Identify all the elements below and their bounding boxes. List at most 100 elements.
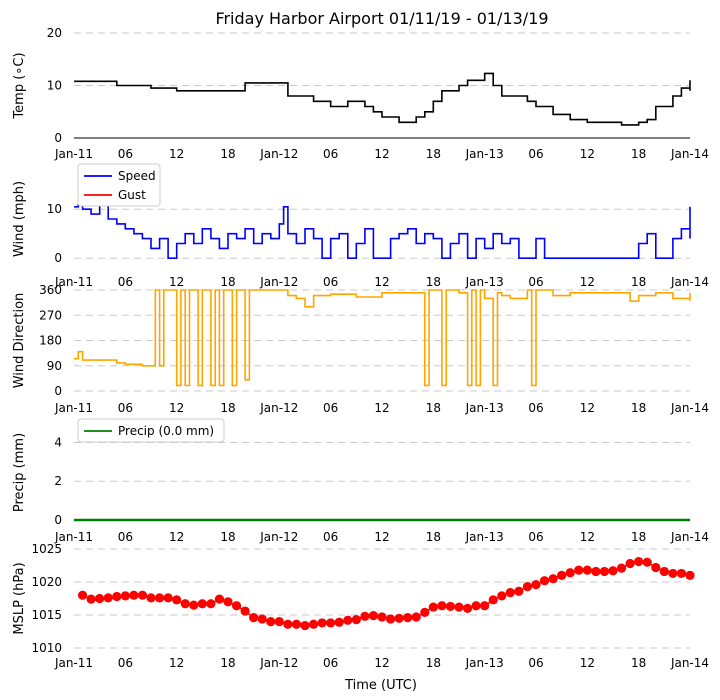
x-axis-label: Time (UTC) xyxy=(344,678,417,693)
mslp-data-point xyxy=(308,619,319,629)
mslp-data-point xyxy=(189,600,199,610)
mslp-data-point xyxy=(668,568,678,579)
mslp-xtick-label: 12 xyxy=(169,656,184,670)
mslp-data-point xyxy=(608,566,618,576)
wind-xtick-label: Jan-11 xyxy=(54,275,93,289)
mslp-data-point xyxy=(659,566,669,577)
panel-wind: 0 10 Jan-11 06 12 18 Jan-12 06 12 18 Jan-13 06 12 18 J… xyxy=(12,163,709,289)
mslp-data-point xyxy=(360,611,370,621)
wdir-y-axis-label: Wind Direction xyxy=(12,293,27,389)
mslp-data-point xyxy=(343,615,353,625)
wind-xtick-label: 06 xyxy=(528,275,543,289)
temp-xtick-label: Jan-13 xyxy=(465,147,504,161)
precip-xtick-label: 18 xyxy=(631,530,646,544)
wdir-xtick-label: Jan-13 xyxy=(465,401,504,415)
precip-legend-label: Precip (0.0 mm) xyxy=(118,424,214,438)
mslp-xtick-label: Jan-11 xyxy=(54,656,93,670)
panel-wdir: 0 90 180 270 360 Jan-11 06 12 18 Jan-12 06 12 18 Jan-… xyxy=(12,283,709,415)
mslp-data-point xyxy=(480,601,490,611)
mslp-xtick-label: 12 xyxy=(580,656,595,670)
mslp-data-point xyxy=(206,599,216,609)
mslp-data-point xyxy=(377,612,387,622)
temp-xtick-label: 12 xyxy=(580,147,595,161)
mslp-data-point xyxy=(103,593,113,603)
mslp-data-point xyxy=(582,565,592,575)
precip-xtick-label: Jan-11 xyxy=(54,530,93,544)
mslp-xtick-label: Jan-13 xyxy=(465,656,504,670)
mslp-xtick-label: Jan-12 xyxy=(259,656,298,670)
wind-legend-label: Speed xyxy=(118,169,156,183)
mslp-data-point xyxy=(317,618,327,628)
mslp-data-point xyxy=(137,590,148,600)
mslp-xtick-label: 18 xyxy=(631,656,646,670)
mslp-data-point xyxy=(146,593,156,603)
temp-xtick-label: 12 xyxy=(169,147,184,161)
mslp-data-point xyxy=(634,556,644,567)
wind-xtick-label: 06 xyxy=(323,275,338,289)
wind-series-speed-line xyxy=(74,191,691,259)
mslp-data-point xyxy=(642,557,652,567)
mslp-data-point xyxy=(454,602,464,612)
wdir-ytick-label: 90 xyxy=(47,359,62,373)
precip-xtick-label: Jan-12 xyxy=(259,530,298,544)
precip-xtick-label: Jan-13 xyxy=(465,530,504,544)
mslp-data-point xyxy=(249,613,259,623)
panels: 0 1020 Jan-11 06 12 18 Jan-12 06 12 18 Jan-13 06 12 1… xyxy=(12,26,709,670)
mslp-y-axis-label: MSLP (hPa) xyxy=(12,562,27,634)
wdir-xtick-label: 18 xyxy=(220,401,235,415)
mslp-data-point xyxy=(616,563,627,573)
mslp-ytick-label: 1020 xyxy=(31,575,62,589)
wdir-xtick-label: 12 xyxy=(169,401,184,415)
mslp-data-point xyxy=(197,599,207,609)
mslp-data-point xyxy=(334,617,344,627)
mslp-data-point xyxy=(685,570,695,581)
mslp-xtick-label: 12 xyxy=(374,656,389,670)
mslp-data-point xyxy=(291,619,302,629)
mslp-xtick-label: 18 xyxy=(220,656,235,670)
mslp-data-point xyxy=(266,617,276,627)
mslp-xtick-label: 18 xyxy=(426,656,441,670)
mslp-data-point xyxy=(574,565,584,575)
mslp-data-point xyxy=(625,558,635,569)
mslp-data-point xyxy=(420,607,430,617)
precip-ytick-label: 0 xyxy=(54,513,62,527)
wind-ytick-label: 10 xyxy=(47,202,62,216)
wind-xtick-label: 18 xyxy=(220,275,235,289)
mslp-data-point xyxy=(471,601,481,611)
mslp-data-point xyxy=(676,568,687,579)
wdir-xtick-label: 06 xyxy=(323,401,338,415)
precip-legend: Precip (0.0 mm) xyxy=(77,418,225,443)
mslp-data-point xyxy=(163,593,173,603)
wind-xtick-label: 06 xyxy=(118,275,133,289)
precip-xtick-label: 06 xyxy=(528,530,543,544)
precip-y-axis-label: Precip (mm) xyxy=(12,433,27,512)
mslp-data-point xyxy=(514,586,524,596)
mslp-data-point xyxy=(599,566,610,577)
temp-xtick-label: 06 xyxy=(528,147,543,161)
wdir-xtick-label: 12 xyxy=(580,401,595,415)
wind-xtick-label: Jan-14 xyxy=(670,275,709,289)
mslp-data-point xyxy=(445,601,456,612)
wdir-xtick-label: 06 xyxy=(118,401,133,415)
mslp-data-point xyxy=(86,594,96,604)
wind-xtick-label: 12 xyxy=(580,275,595,289)
mslp-data-point xyxy=(77,590,88,600)
mslp-data-point xyxy=(180,599,190,609)
wdir-xtick-label: 12 xyxy=(374,401,389,415)
mslp-data-point xyxy=(300,620,310,631)
mslp-data-point xyxy=(411,612,421,622)
wind-xtick-label: 18 xyxy=(631,275,646,289)
mslp-data-point xyxy=(274,617,284,627)
wdir-xtick-label: Jan-14 xyxy=(670,401,709,415)
precip-xtick-label: 12 xyxy=(580,530,595,544)
wind-xtick-label: Jan-13 xyxy=(465,275,504,289)
mslp-data-point xyxy=(531,580,541,590)
mslp-data-point xyxy=(223,597,233,607)
mslp-data-point xyxy=(326,618,336,628)
precip-legend-box xyxy=(77,418,225,443)
temp-xtick-label: Jan-12 xyxy=(259,147,298,161)
precip-xtick-label: 12 xyxy=(374,530,389,544)
mslp-data-point xyxy=(283,619,293,629)
mslp-data-point xyxy=(462,603,473,614)
